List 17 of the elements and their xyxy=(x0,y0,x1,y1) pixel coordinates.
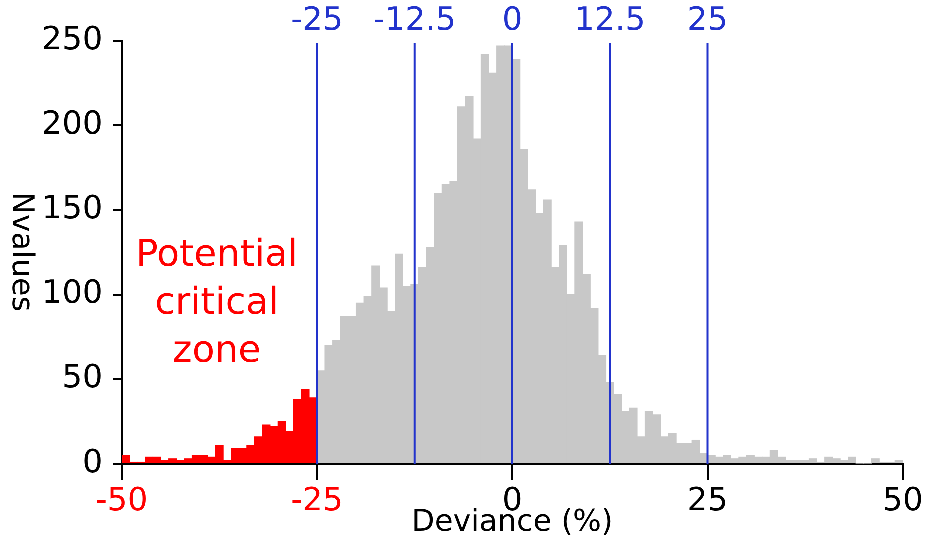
y-tick-label: 150 xyxy=(42,188,103,227)
y-tick-label: 50 xyxy=(62,358,103,396)
ref-line-label: 12.5 xyxy=(574,0,646,38)
x-tick-label: 25 xyxy=(687,480,728,519)
y-tick-label: 0 xyxy=(82,442,103,480)
y-tick-label: 200 xyxy=(42,104,103,142)
x-tick-label: 50 xyxy=(882,480,924,519)
y-tick-label: 250 xyxy=(42,19,103,58)
x-tick-label: -25 xyxy=(291,480,344,519)
x-tick-label: -50 xyxy=(96,480,148,519)
y-axis-title: Nvalues xyxy=(5,192,40,312)
y-tick-label: 100 xyxy=(42,273,103,312)
ref-line-label: -12.5 xyxy=(373,0,456,38)
ref-line-label: 0 xyxy=(502,0,523,38)
annotation: Potential critical zone xyxy=(136,231,298,373)
ref-line-label: 25 xyxy=(687,0,728,38)
ref-line-label: -25 xyxy=(291,0,344,38)
